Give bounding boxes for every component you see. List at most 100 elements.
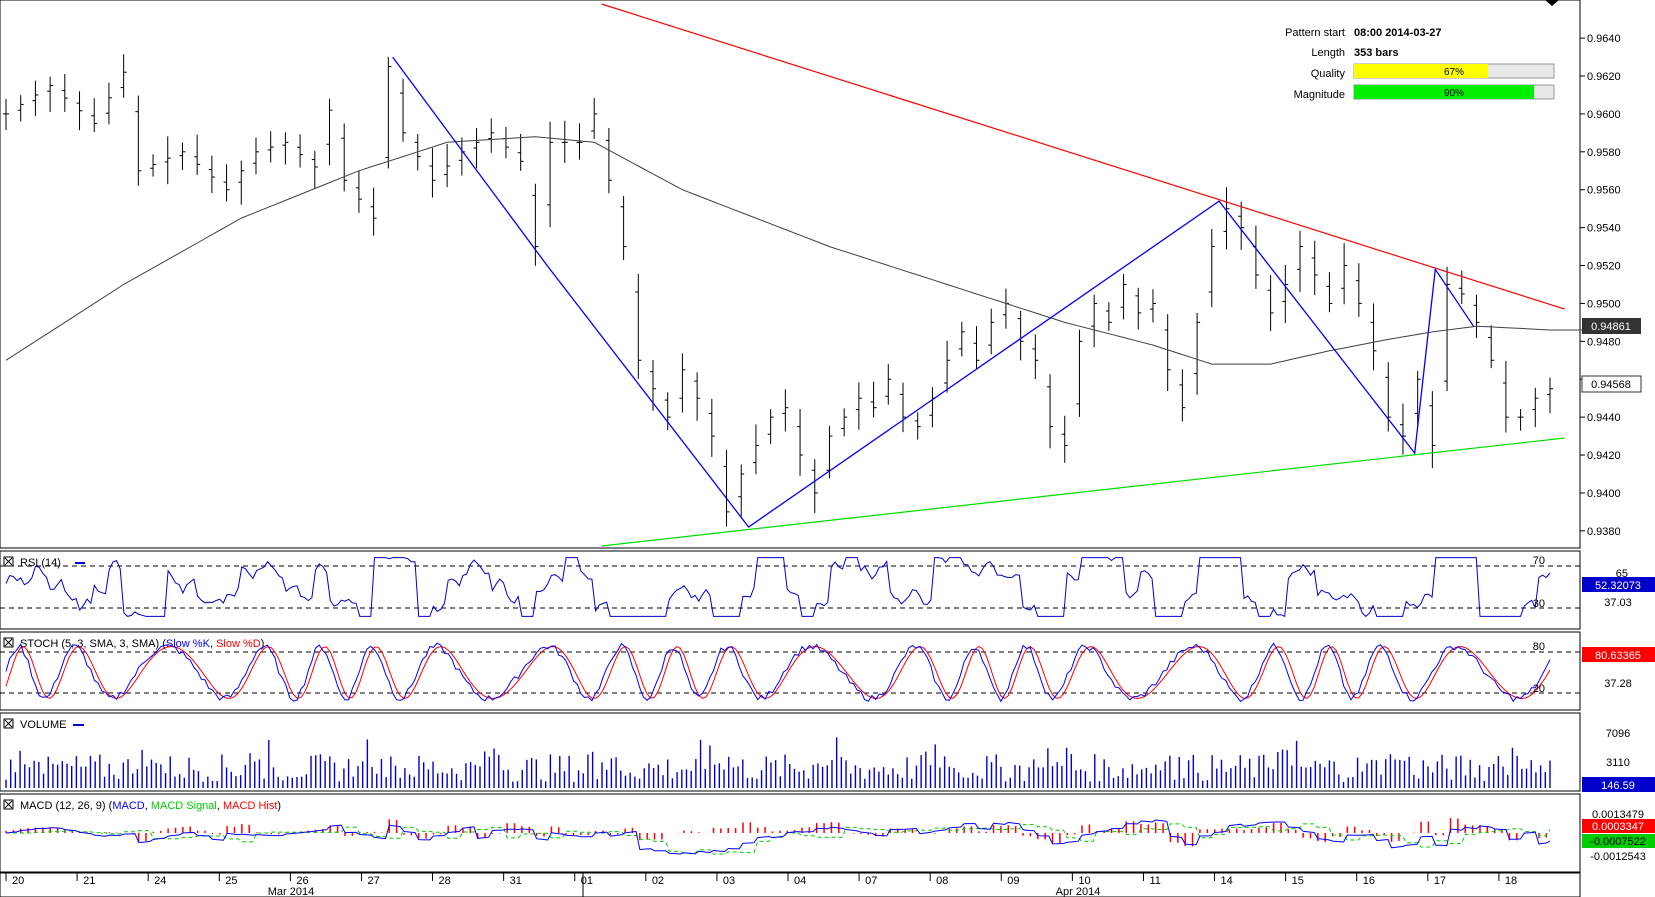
price-bar [664, 392, 671, 431]
price-bar [988, 308, 995, 355]
magnitude-bar-fill [1354, 85, 1534, 99]
macd-tick-low: -0.0012543 [1590, 851, 1646, 863]
price-tick-label: 0.9380 [1587, 526, 1621, 538]
time-tick-label: 31 [510, 875, 522, 887]
rsi-label: RSI (14) [20, 557, 61, 569]
price-tick-label: 0.9480 [1587, 336, 1621, 348]
price-axis: 0.9640 0.9620 0.9600 0.9580 0.9560 0.9540 0.95… [1580, 33, 1621, 538]
price-bar [326, 98, 333, 166]
price-bar [694, 372, 701, 421]
price-bar [767, 409, 774, 445]
last-price-text: 0.94568 [1591, 379, 1631, 391]
volume-tick-mid: 3110 [1606, 757, 1630, 769]
price-bar [1120, 274, 1127, 320]
time-tick-label: 11 [1149, 875, 1160, 887]
macd-panel: MACD (12, 26, 9) (MACD, MACD Signal, MAC… [0, 793, 1655, 873]
price-bar [76, 91, 83, 131]
rsi-level-30: 30 [1533, 598, 1545, 610]
price-panel-frame [0, 0, 1581, 549]
price-bar [1399, 403, 1406, 455]
price-bar [1208, 228, 1215, 308]
price-bar [1164, 314, 1171, 392]
price-bar [32, 80, 39, 116]
volume-value-box [1582, 777, 1655, 792]
price-tick-label: 0.9640 [1587, 33, 1621, 45]
price-bar [297, 134, 304, 168]
price-bar [885, 364, 892, 405]
price-bar [1547, 377, 1553, 414]
stoch-panel: STOCH (5, 3, SMA, 3, SMA) (Slow %K, Slow… [0, 631, 1655, 711]
price-bar [944, 340, 951, 393]
time-tick-label: 25 [225, 875, 237, 887]
price-bar [1355, 263, 1362, 317]
price-bar [1473, 294, 1480, 338]
price-tick-label: 0.9540 [1587, 223, 1621, 235]
price-bar [267, 131, 274, 163]
volume-panel: VOLUME 7096 3110 146.59 [0, 712, 1655, 792]
price-bar [223, 164, 230, 202]
price-bar [1326, 272, 1333, 313]
price-bar [752, 424, 759, 475]
stoch-value-box [1582, 647, 1655, 662]
price-bar [973, 326, 980, 370]
length-value: 353 bars [1354, 47, 1399, 59]
last-price-box [1581, 375, 1642, 393]
time-axis: 20 21 24 25 26 27 28 31 01 02 03 04 07 08 09 10 11 14 15 16… [0, 872, 1581, 897]
price-bar [370, 187, 377, 236]
price-bar [252, 137, 259, 175]
last-price-marker: 0.94568 [1581, 375, 1642, 393]
price-bar [782, 389, 789, 432]
stoch-label: STOCH (5, 3, SMA, 3, SMA) (Slow %K, Slow… [20, 638, 264, 650]
stoch-panel-frame [0, 631, 1581, 711]
time-tick-label: 01 [581, 875, 593, 887]
price-bar [194, 134, 201, 175]
time-tick-label: 15 [1292, 875, 1304, 887]
price-bar [1429, 391, 1436, 469]
volume-label: VOLUME [20, 719, 66, 731]
quality-value: 67% [1444, 67, 1464, 78]
price-bar [135, 95, 142, 186]
price-bar [679, 353, 686, 413]
price-bar [899, 382, 906, 433]
price-bar [561, 120, 568, 163]
time-tick-label: 07 [865, 875, 877, 887]
price-tick-label: 0.9400 [1587, 488, 1621, 500]
price-bar [1488, 325, 1495, 369]
price-bar [605, 127, 612, 194]
price-tick-label: 0.9620 [1587, 71, 1621, 83]
price-bar [1267, 275, 1274, 332]
price-bar [120, 54, 127, 98]
price-bar [61, 74, 68, 112]
moving-average-line [5, 136, 1551, 365]
price-tick-label: 0.9580 [1587, 147, 1621, 159]
price-bar [855, 382, 862, 430]
time-tick-label: 03 [723, 875, 735, 887]
price-bar [1311, 240, 1318, 296]
price-bar [1047, 374, 1054, 449]
time-tick-label: 08 [936, 875, 948, 887]
price-bar [1091, 294, 1098, 348]
price-bar [400, 78, 407, 142]
time-tick-label: 04 [794, 875, 806, 887]
price-tick-label: 0.9420 [1587, 450, 1621, 462]
price-bar [738, 464, 745, 517]
time-tick-label: 16 [1363, 875, 1375, 887]
price-bar [429, 148, 436, 198]
pattern-zigzag [392, 56, 1475, 528]
price-bar [1179, 369, 1186, 422]
volume-value: 146.59 [1601, 780, 1635, 792]
macd-label: MACD (12, 26, 9) (MACD, MACD Signal, MAC… [20, 800, 281, 812]
scroll-arrow-icon[interactable] [1545, 0, 1559, 6]
price-tick-label: 0.9600 [1587, 109, 1621, 121]
macd-tick-high: 0.0013479 [1592, 809, 1644, 821]
price-tick-label: 0.9500 [1587, 298, 1621, 310]
price-bar [1238, 201, 1245, 250]
price-bar [826, 425, 833, 479]
time-tick-label: 24 [154, 875, 166, 887]
rsi-secondary-value: 37.03 [1604, 597, 1632, 609]
price-bar [1297, 230, 1304, 292]
rsi-level-70: 70 [1533, 555, 1545, 567]
price-bar [355, 171, 362, 213]
close-icon [4, 557, 13, 566]
price-bar [311, 150, 318, 189]
